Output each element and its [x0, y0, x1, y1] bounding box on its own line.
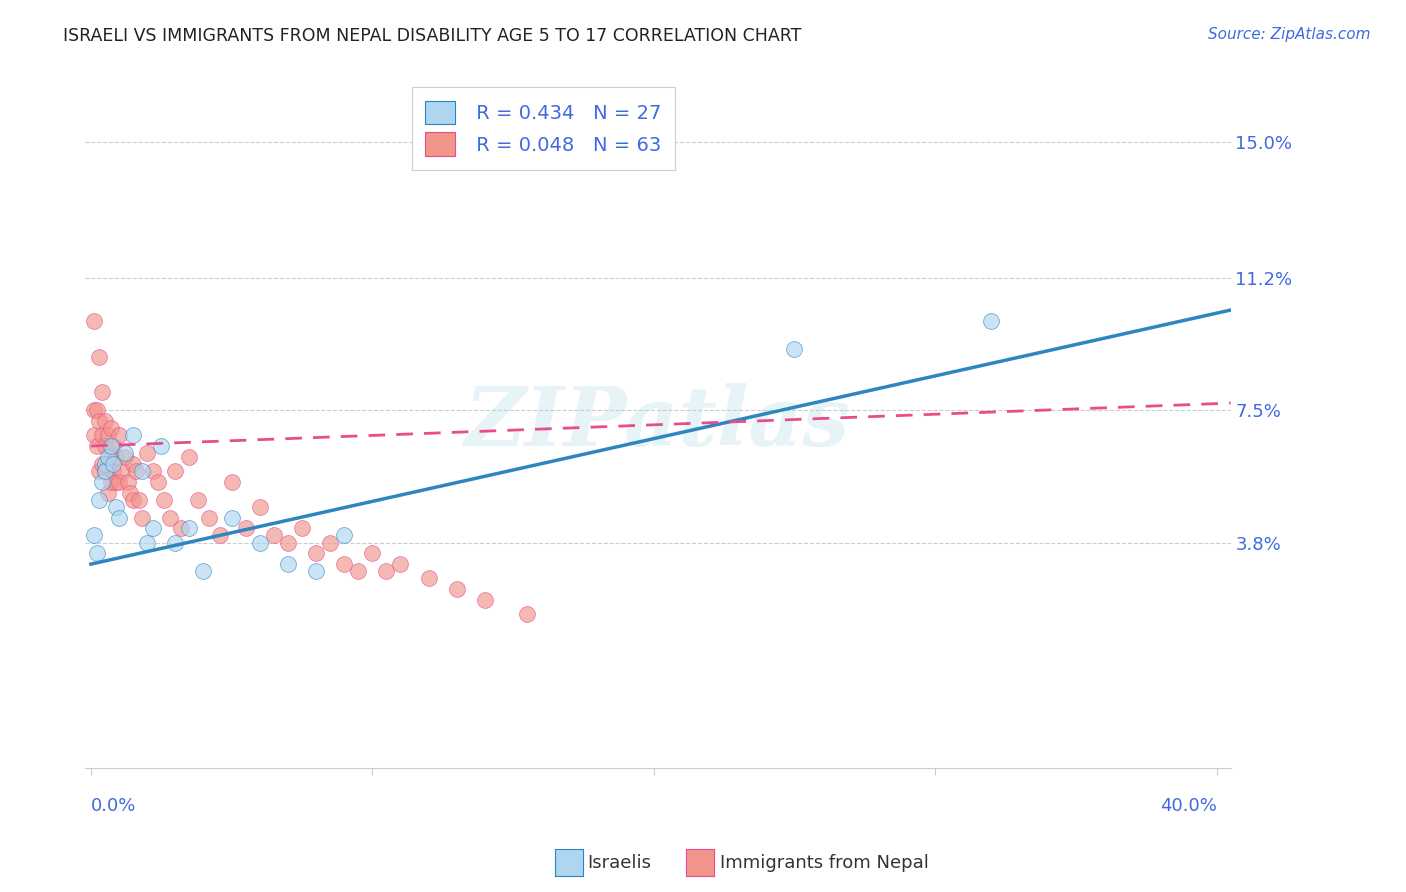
Point — [122, 457, 145, 471]
Point — [153, 492, 176, 507]
Point — [170, 521, 193, 535]
Point — [277, 535, 299, 549]
Point — [249, 535, 271, 549]
Point — [209, 528, 232, 542]
Legend:  R = 0.434   N = 27,  R = 0.048   N = 63: R = 0.434 N = 27, R = 0.048 N = 63 — [412, 87, 675, 169]
Point — [114, 450, 136, 464]
Text: ZIPatlas: ZIPatlas — [465, 383, 851, 463]
Point — [94, 439, 117, 453]
Point — [221, 510, 243, 524]
Point — [103, 439, 125, 453]
Point — [165, 464, 187, 478]
Point — [100, 421, 122, 435]
Point — [131, 510, 153, 524]
Point — [347, 564, 370, 578]
Point — [179, 450, 201, 464]
Point — [111, 464, 134, 478]
Point — [263, 528, 285, 542]
Point — [108, 510, 131, 524]
Point — [136, 535, 159, 549]
Point — [122, 428, 145, 442]
Point — [474, 593, 496, 607]
Point — [305, 564, 328, 578]
Point — [94, 414, 117, 428]
Point — [783, 343, 806, 357]
Point — [103, 464, 125, 478]
Point — [148, 475, 170, 489]
Point — [235, 521, 257, 535]
Point — [980, 314, 1002, 328]
Point — [105, 500, 128, 514]
Text: ISRAELI VS IMMIGRANTS FROM NEPAL DISABILITY AGE 5 TO 17 CORRELATION CHART: ISRAELI VS IMMIGRANTS FROM NEPAL DISABIL… — [63, 27, 801, 45]
Point — [100, 446, 122, 460]
Point — [97, 485, 120, 500]
Point — [516, 607, 538, 622]
Text: 0.0%: 0.0% — [91, 797, 136, 814]
Point — [136, 446, 159, 460]
Point — [108, 475, 131, 489]
Point — [165, 535, 187, 549]
Point — [91, 457, 114, 471]
Point — [91, 428, 114, 442]
Point — [120, 485, 142, 500]
Point — [108, 428, 131, 442]
Point — [83, 403, 105, 417]
Point — [91, 385, 114, 400]
Point — [198, 510, 221, 524]
Point — [389, 557, 412, 571]
Point — [103, 457, 125, 471]
Text: Source: ZipAtlas.com: Source: ZipAtlas.com — [1208, 27, 1371, 42]
Point — [97, 457, 120, 471]
Point — [333, 557, 356, 571]
Point — [83, 314, 105, 328]
Point — [89, 350, 111, 364]
Point — [94, 457, 117, 471]
Point — [418, 571, 440, 585]
Point — [100, 475, 122, 489]
Point — [319, 535, 342, 549]
Point — [159, 510, 181, 524]
Point — [105, 450, 128, 464]
Point — [91, 475, 114, 489]
Point — [94, 464, 117, 478]
Point — [221, 475, 243, 489]
Point — [305, 546, 328, 560]
Point — [97, 450, 120, 464]
Point — [100, 439, 122, 453]
Text: 40.0%: 40.0% — [1160, 797, 1216, 814]
Point — [86, 439, 108, 453]
Point — [361, 546, 384, 560]
Point — [142, 521, 165, 535]
Point — [150, 439, 173, 453]
Point — [122, 492, 145, 507]
Point — [89, 464, 111, 478]
Point — [86, 546, 108, 560]
Point — [446, 582, 468, 596]
Point — [187, 492, 209, 507]
Point — [86, 403, 108, 417]
Point — [375, 564, 398, 578]
Point — [114, 446, 136, 460]
Point — [333, 528, 356, 542]
Point — [83, 528, 105, 542]
Point — [142, 464, 165, 478]
Point — [105, 475, 128, 489]
Point — [277, 557, 299, 571]
Point — [89, 414, 111, 428]
Point — [291, 521, 314, 535]
Point — [97, 428, 120, 442]
Point — [193, 564, 215, 578]
Point — [128, 492, 150, 507]
Point — [117, 475, 139, 489]
Point — [89, 492, 111, 507]
Point — [131, 464, 153, 478]
Text: Israelis: Israelis — [588, 855, 652, 872]
Point — [249, 500, 271, 514]
Point — [179, 521, 201, 535]
Text: Immigrants from Nepal: Immigrants from Nepal — [720, 855, 929, 872]
Point — [83, 428, 105, 442]
Point — [125, 464, 148, 478]
Point — [94, 464, 117, 478]
